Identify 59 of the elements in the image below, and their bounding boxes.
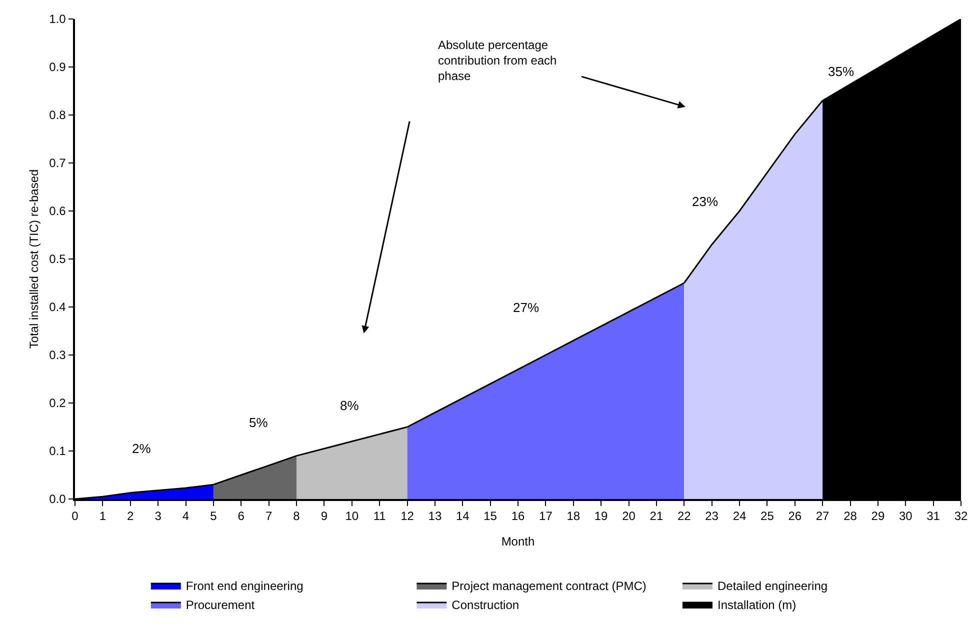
x-tick-label: 5 xyxy=(210,509,218,524)
y-axis-title: Total installed cost (TIC) re-based xyxy=(26,169,41,349)
x-tick-label: 3 xyxy=(154,509,162,524)
x-tick-label: 32 xyxy=(954,509,968,524)
x-tick-label: 16 xyxy=(511,509,525,524)
x-tick-label: 21 xyxy=(650,509,664,524)
annotation: 2% xyxy=(132,441,152,456)
y-tick-label: 0.5 xyxy=(49,252,66,266)
annotation: 27% xyxy=(513,300,540,315)
x-tick-label: 17 xyxy=(539,509,553,524)
legend-label: Construction xyxy=(452,598,520,612)
x-tick-label: 18 xyxy=(566,509,580,524)
legend-label: Installation (m) xyxy=(717,598,796,612)
x-tick-label: 26 xyxy=(788,509,802,524)
x-tick-label: 0 xyxy=(72,509,79,524)
x-tick-label: 30 xyxy=(898,509,913,524)
x-tick-label: 19 xyxy=(594,509,608,524)
x-tick-label: 13 xyxy=(428,509,442,524)
x-tick-label: 15 xyxy=(484,509,498,524)
x-tick-label: 6 xyxy=(238,509,245,524)
x-tick-label: 24 xyxy=(732,509,746,524)
annotation: 8% xyxy=(340,398,360,413)
legend-label: Front end engineering xyxy=(186,579,304,594)
y-tick-label: 0.8 xyxy=(49,108,66,122)
legend-label: Project management contract (PMC) xyxy=(452,579,646,594)
y-tick-label: 0.1 xyxy=(49,444,66,458)
x-tick-label: 27 xyxy=(816,509,830,524)
x-tick-label: 8 xyxy=(293,509,300,524)
legend-label: Procurement xyxy=(186,598,256,612)
y-tick-label: 0.2 xyxy=(49,396,66,410)
x-tick-label: 2 xyxy=(127,509,134,524)
x-tick-label: 4 xyxy=(182,509,190,524)
y-tick-label: 0.3 xyxy=(49,348,66,362)
x-axis-title: Month xyxy=(501,534,535,549)
annotation: 5% xyxy=(249,415,268,430)
x-tick-label: 20 xyxy=(622,509,636,524)
x-tick-label: 31 xyxy=(926,509,940,524)
x-tick-label: 22 xyxy=(677,509,692,524)
x-tick-label: 23 xyxy=(705,509,719,524)
x-tick-label: 25 xyxy=(760,509,774,524)
legend-label: Detailed engineering xyxy=(717,579,828,594)
x-tick-label: 10 xyxy=(345,509,359,524)
x-tick-label: 28 xyxy=(844,509,858,524)
annotation: 35% xyxy=(828,64,854,79)
x-tick-label: 14 xyxy=(456,509,470,524)
x-tick-label: 9 xyxy=(320,509,328,524)
x-tick-label: 12 xyxy=(400,509,414,524)
y-tick-label: 1.0 xyxy=(49,12,66,26)
x-tick-label: 1 xyxy=(99,509,106,524)
annotation: Absolute percentage contribution from each phase xyxy=(438,38,557,84)
y-tick-label: 0.7 xyxy=(49,156,66,170)
y-tick-label: 0.6 xyxy=(49,204,66,218)
x-tick-label: 7 xyxy=(265,509,272,524)
y-tick-label: 0.4 xyxy=(49,300,66,314)
x-tick-label: 11 xyxy=(373,509,386,524)
x-tick-label: 29 xyxy=(871,509,885,524)
y-tick-label: 0.0 xyxy=(49,492,66,506)
y-tick-label: 0.9 xyxy=(49,60,66,74)
annotation: 23% xyxy=(692,194,718,209)
